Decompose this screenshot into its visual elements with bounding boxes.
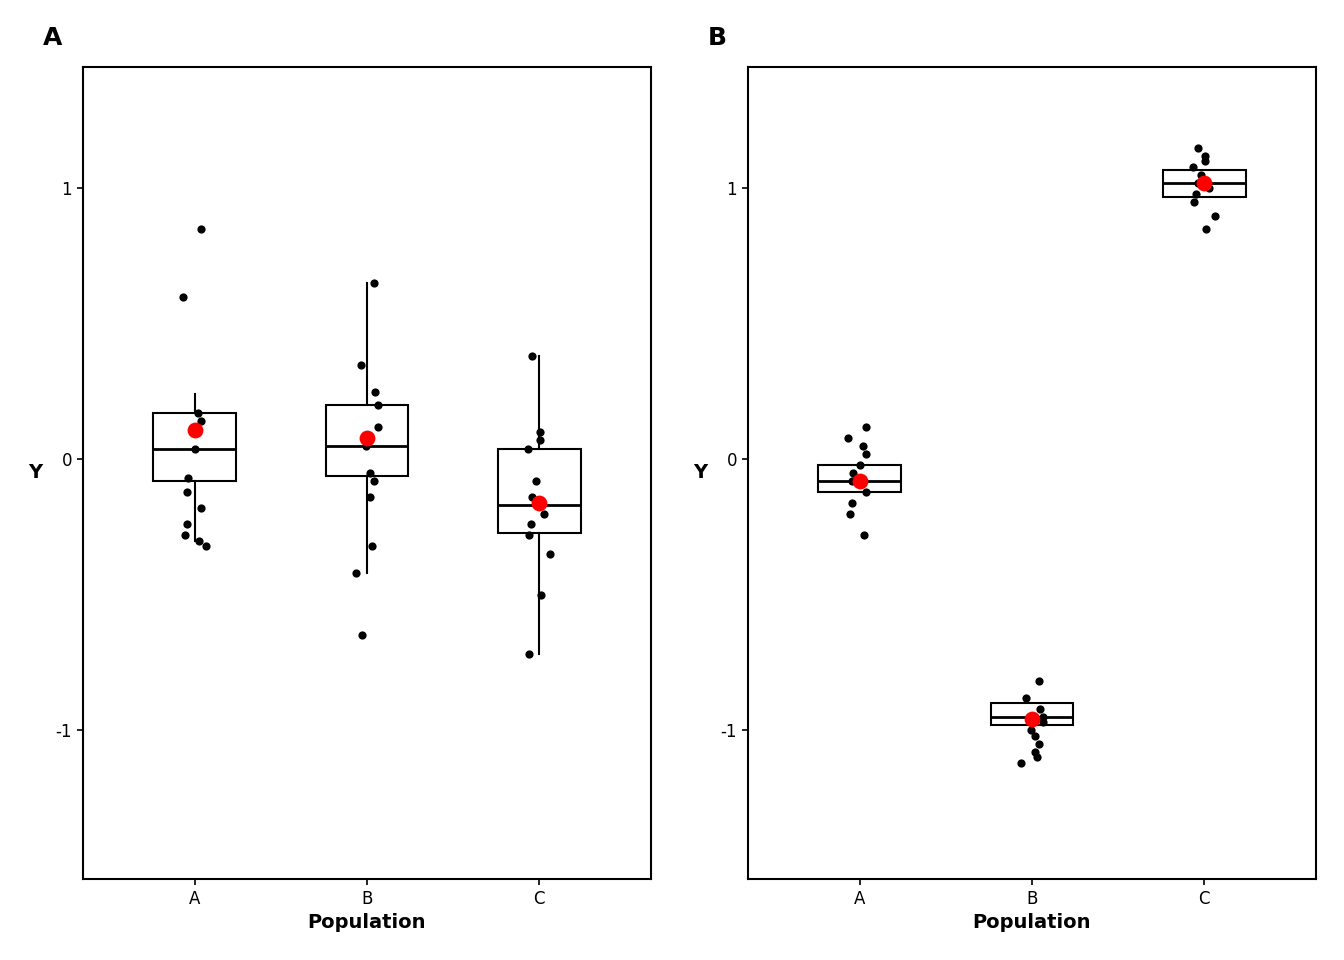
Bar [1163, 170, 1246, 197]
Point [1021, 711, 1043, 727]
Point [176, 516, 198, 532]
Point [1028, 674, 1050, 689]
Point [1195, 222, 1216, 237]
Bar [497, 448, 581, 533]
Point [367, 397, 388, 413]
Point [517, 528, 539, 543]
Point [849, 457, 871, 472]
Point [349, 357, 371, 372]
Point [190, 500, 211, 516]
Point [855, 420, 876, 435]
Point [1183, 194, 1204, 209]
Point [195, 539, 216, 554]
Point [360, 490, 382, 505]
Point [191, 222, 212, 237]
Point [359, 466, 380, 481]
Point [1193, 176, 1215, 191]
Text: B: B [708, 26, 727, 50]
Point [188, 533, 210, 548]
Point [837, 430, 859, 445]
Point [530, 588, 551, 603]
Point [355, 438, 376, 453]
Point [1009, 756, 1031, 771]
Point [1032, 709, 1054, 725]
Point [519, 647, 540, 662]
Point [1198, 180, 1219, 196]
Point [187, 406, 208, 421]
Point [534, 506, 555, 521]
Point [1187, 176, 1208, 191]
Point [841, 473, 863, 489]
Point [345, 565, 367, 581]
Point [172, 289, 194, 304]
Point [528, 495, 550, 511]
Point [841, 495, 863, 511]
Point [1191, 167, 1212, 182]
Bar [818, 465, 900, 492]
Point [843, 466, 864, 481]
Point [1187, 140, 1208, 156]
Point [1204, 208, 1226, 224]
Point [530, 424, 551, 440]
Point [517, 441, 539, 456]
Point [855, 446, 876, 462]
Point [1028, 736, 1050, 752]
Point [351, 628, 372, 643]
Point [367, 420, 388, 435]
Point [853, 528, 875, 543]
Point [356, 430, 378, 445]
Point [520, 516, 542, 532]
Point [176, 484, 198, 499]
Point [839, 506, 860, 521]
Point [1195, 154, 1216, 169]
Point [1183, 159, 1204, 175]
Point [530, 433, 551, 448]
Point [184, 441, 206, 456]
Bar [325, 405, 409, 475]
Point [362, 539, 383, 554]
Point [521, 348, 543, 364]
Point [363, 473, 384, 489]
Point [1193, 148, 1215, 163]
Point [1030, 701, 1051, 716]
Y-axis label: Y: Y [28, 464, 42, 483]
Point [1032, 714, 1054, 730]
Text: A: A [43, 26, 62, 50]
Point [364, 384, 386, 399]
Point [190, 414, 211, 429]
X-axis label: Population: Population [308, 913, 426, 932]
Point [1185, 186, 1207, 202]
Point [539, 546, 560, 562]
X-axis label: Population: Population [973, 913, 1091, 932]
Bar [153, 414, 237, 481]
Point [1015, 690, 1036, 706]
Point [852, 438, 874, 453]
Bar [991, 703, 1074, 725]
Point [849, 473, 871, 489]
Point [184, 421, 206, 437]
Point [363, 276, 384, 291]
Y-axis label: Y: Y [694, 464, 707, 483]
Point [177, 470, 199, 486]
Point [855, 484, 876, 499]
Point [1020, 723, 1042, 738]
Point [526, 473, 547, 489]
Point [173, 528, 195, 543]
Point [1024, 728, 1046, 743]
Point [1024, 744, 1046, 759]
Point [1027, 750, 1048, 765]
Point [521, 490, 543, 505]
